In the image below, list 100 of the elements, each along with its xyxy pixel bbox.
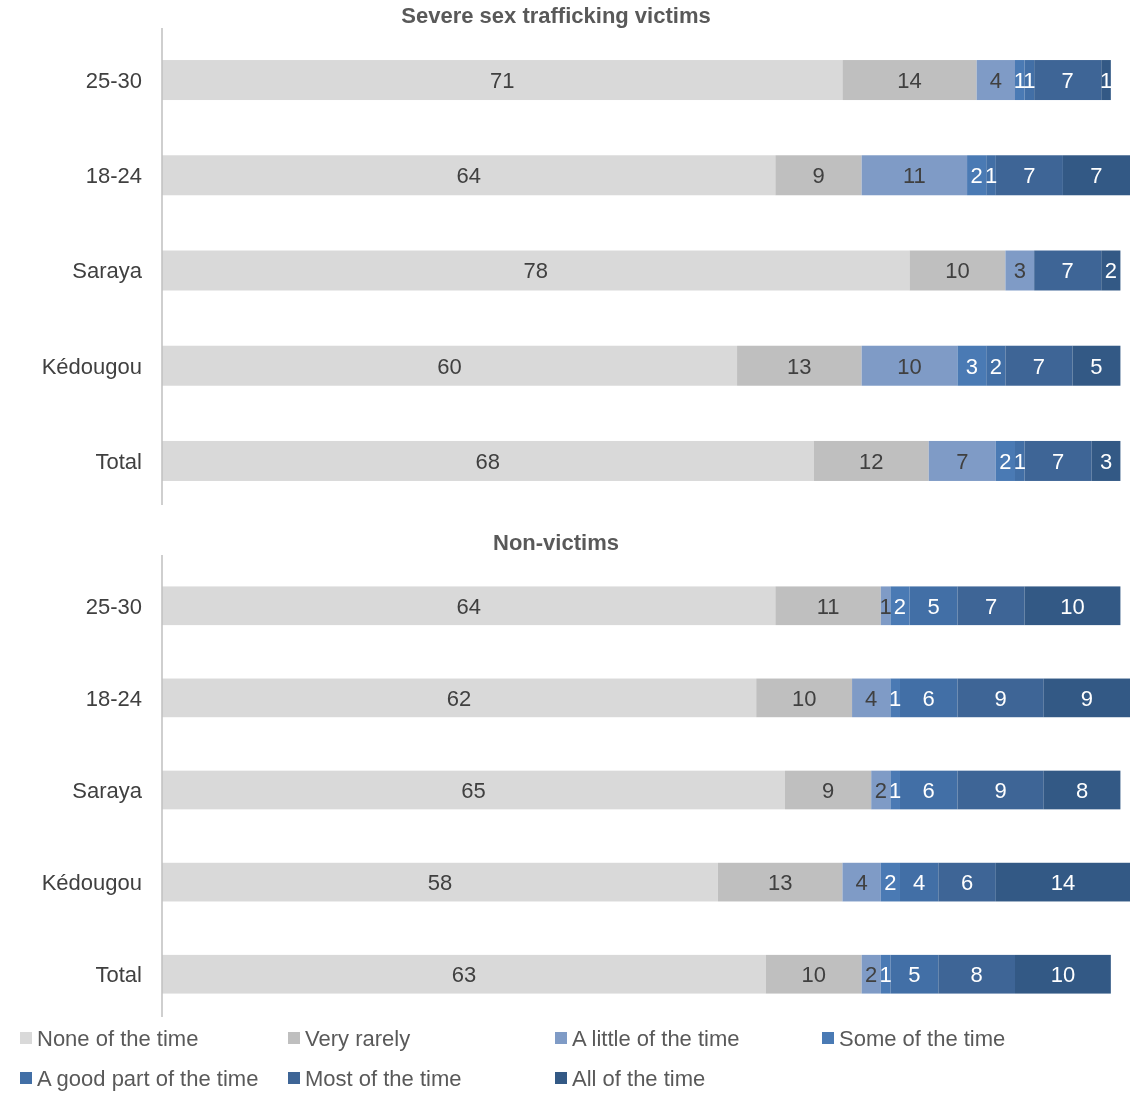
bar [899,862,939,902]
data-label: 1 [1013,67,1026,93]
bar [976,60,1015,101]
bar [928,440,996,481]
legend-label: Some of the time [839,1025,1006,1051]
data-label: 1 [984,163,998,189]
y-tick-label: 25-30 [85,593,142,619]
data-label: 8 [970,962,983,988]
bar [162,155,776,196]
bar [890,954,939,994]
bar [909,586,958,626]
data-label: 3 [965,353,978,379]
data-label: 7 [956,448,969,474]
data-label: 5 [1090,353,1103,379]
data-label: 7 [984,593,998,619]
legend-label: A good part of the time [37,1065,259,1091]
data-label: 14 [897,67,922,93]
bar [162,678,757,718]
data-label: 7 [1023,163,1036,189]
legend-label: Most of the time [305,1065,462,1091]
bar [1005,345,1073,386]
bar [1072,345,1121,386]
data-label: 3 [1099,448,1113,474]
bar [162,440,814,481]
data-label: 4 [855,870,868,896]
bar [717,862,843,902]
data-label: 13 [787,353,812,379]
bar [162,954,766,994]
data-label: 1 [889,685,902,711]
data-label: 4 [865,685,878,711]
bar [938,862,996,902]
data-label: 63 [451,962,477,988]
bar [162,586,776,626]
bar [162,60,843,101]
bar [861,155,968,196]
bar [899,770,958,810]
bar [1043,770,1121,810]
data-label: 78 [523,258,549,284]
bar [1043,678,1130,718]
bar [995,155,1063,196]
data-label: 1 [1099,67,1113,93]
bar [756,678,853,718]
data-label: 2 [884,870,897,896]
bar [1014,954,1111,994]
bar [852,678,891,718]
bar [1062,155,1130,196]
bar [957,678,1044,718]
bar [957,586,1025,626]
bar [995,862,1130,902]
bar [775,155,862,196]
data-label: 64 [456,593,481,619]
bar [162,770,785,810]
data-label: 1 [1013,448,1026,474]
y-tick-label: Total [95,962,142,988]
y-tick-label: 25-30 [85,67,142,93]
bar [842,862,881,902]
data-label: 9 [1080,685,1093,711]
data-label: 2 [999,448,1012,474]
data-label: 2 [1104,258,1117,284]
bar [1005,250,1035,291]
data-label: 10 [791,685,817,711]
bar [765,954,862,994]
data-label: 11 [902,163,926,189]
data-label: 9 [994,685,1007,711]
data-label: 1 [889,777,902,803]
y-tick-label: Saraya [72,258,143,284]
data-label: 60 [437,353,462,379]
data-label: 5 [908,962,921,988]
bar [909,250,1006,291]
data-label: 71 [490,67,515,93]
y-tick-label: 18-24 [85,163,142,189]
data-label: 7 [1061,258,1074,284]
data-label: 64 [456,163,481,189]
data-label: 9 [994,777,1007,803]
data-label: 6 [922,685,935,711]
data-label: 10 [897,353,922,379]
y-tick-label: 18-24 [85,685,142,711]
data-label: 7 [1061,67,1074,93]
data-label: 13 [767,870,793,896]
bar [784,770,872,810]
data-label: 1 [879,962,892,988]
legend-label: Very rarely [305,1025,411,1051]
data-label: 2 [989,353,1002,379]
data-label: 7 [1032,353,1046,379]
bar [1034,250,1102,291]
bar [842,60,977,101]
bar [775,586,881,626]
bar [162,250,910,291]
bar [861,345,958,386]
data-label: 9 [821,777,835,803]
data-label: 10 [801,962,826,988]
data-label: 2 [970,163,983,189]
data-label: 68 [475,448,501,474]
data-label: 3 [1013,258,1026,284]
bar [1024,440,1092,481]
bar [890,586,910,626]
bar [1034,60,1102,101]
y-tick-label: Kédougou [41,870,142,896]
chart-title: Non-victims [493,530,619,555]
data-label: 7 [1090,163,1103,189]
